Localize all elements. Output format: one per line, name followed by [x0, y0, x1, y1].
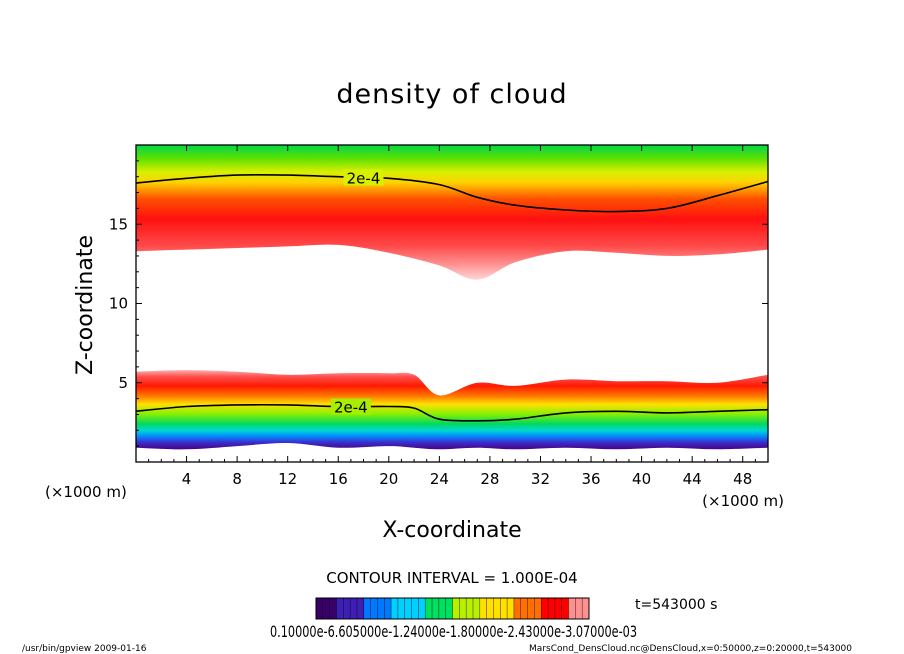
- colorbar-swatch: [370, 598, 378, 619]
- colorbar-swatch: [391, 598, 399, 619]
- footer-left: /usr/bin/gpview 2009-01-16: [22, 644, 147, 654]
- x-tick-label: 32: [531, 470, 550, 488]
- time-label: t=543000 s: [635, 597, 717, 613]
- colorbar-swatch: [397, 598, 406, 619]
- colorbar-swatch: [582, 598, 590, 619]
- colorbar-swatch: [486, 598, 494, 619]
- colorbar-swatch: [520, 598, 529, 619]
- colorbar-swatch: [513, 598, 522, 619]
- colorbar-swatch: [445, 598, 453, 619]
- colorbar-swatch: [432, 598, 440, 619]
- colorbar-swatch: [541, 598, 549, 619]
- colorbar-swatch: [466, 598, 474, 619]
- colorbar-swatch: [425, 598, 433, 619]
- colorbar-swatch: [404, 598, 413, 619]
- colorbar-swatch: [329, 598, 337, 619]
- x-tick-label: 16: [329, 470, 348, 488]
- lower-cloud-band: [136, 370, 768, 450]
- colorbar-swatch: [500, 598, 508, 619]
- colorbar-frame: [315, 597, 590, 620]
- lower-contour-label-bg: [330, 398, 371, 415]
- x-axis-label: X-coordinate: [382, 518, 521, 543]
- footer-right: MarsCond_DensCloud.nc@DensCloud,x=0:5000…: [529, 644, 852, 654]
- colorbar-swatch: [384, 598, 392, 619]
- colorbar-swatch: [568, 598, 576, 619]
- x-tick-label: 44: [683, 470, 702, 488]
- lower-contour-label: 2e-4: [334, 399, 368, 417]
- y-tick-label: 15: [109, 215, 128, 233]
- colorbar-swatch: [363, 598, 372, 619]
- colorbar-swatch: [377, 598, 385, 619]
- colorbar-swatch: [493, 598, 501, 619]
- upper-contour-line: [136, 174, 768, 213]
- x-axis-unit: (×1000 m): [702, 492, 784, 510]
- colorbar-swatch: [418, 598, 426, 619]
- colorbar-swatch: [336, 598, 344, 619]
- x-tick-label: 24: [430, 470, 449, 488]
- x-tick-label: 48: [733, 470, 752, 488]
- x-tick-label: 36: [581, 470, 600, 488]
- colorbar-swatch: [507, 598, 515, 619]
- lower-contour-line: [136, 403, 768, 422]
- plot-area: 2e-4 2e-4: [136, 145, 768, 462]
- colorbar-swatch: [350, 598, 358, 619]
- x-tick-label: 28: [480, 470, 499, 488]
- colorbar-swatch: [356, 598, 365, 619]
- y-axis-unit: (×1000 m): [45, 483, 127, 501]
- colorbar-swatch: [575, 598, 583, 619]
- x-axis-ticks: 4 8 12 16 20 24 28 32 36 40 44 48: [148, 145, 756, 488]
- colorbar-swatch: [527, 598, 535, 619]
- colorbar-swatch: [479, 598, 488, 619]
- colorbar: [315, 598, 590, 619]
- colorbar-swatch: [452, 598, 460, 619]
- upper-cloud-band: [136, 145, 768, 280]
- y-axis-label: Z-coordinate: [73, 235, 98, 375]
- colorbar-swatch: [316, 598, 324, 619]
- colorbar-swatch: [472, 598, 481, 619]
- contour-interval-label: CONTOUR INTERVAL = 1.000E-04: [326, 569, 577, 587]
- x-tick-label: 8: [232, 470, 242, 488]
- upper-contour-label-bg: [343, 169, 384, 186]
- upper-contour-label: 2e-4: [347, 169, 381, 187]
- colorbar-swatch: [438, 598, 447, 619]
- y-tick-label: 5: [118, 374, 128, 392]
- x-tick-label: 12: [278, 470, 297, 488]
- colorbar-tick-labels: 0.10000e-6.605000e-1.24000e-1.80000e-2.4…: [270, 622, 637, 641]
- colorbar-swatch: [459, 598, 467, 619]
- colorbar-swatch: [554, 598, 563, 619]
- y-axis-ticks: 5 10 15: [109, 160, 768, 447]
- x-tick-label: 4: [182, 470, 192, 488]
- colorbar-swatch: [561, 598, 570, 619]
- chart-title: density of cloud: [336, 79, 567, 110]
- x-tick-label: 40: [632, 470, 651, 488]
- y-tick-label: 10: [109, 295, 128, 313]
- x-tick-label: 20: [379, 470, 398, 488]
- colorbar-swatch: [343, 598, 351, 619]
- colorbar-swatch: [411, 598, 419, 619]
- colorbar-swatch: [322, 598, 331, 619]
- colorbar-swatch: [548, 598, 556, 619]
- colorbar-swatch: [534, 598, 542, 619]
